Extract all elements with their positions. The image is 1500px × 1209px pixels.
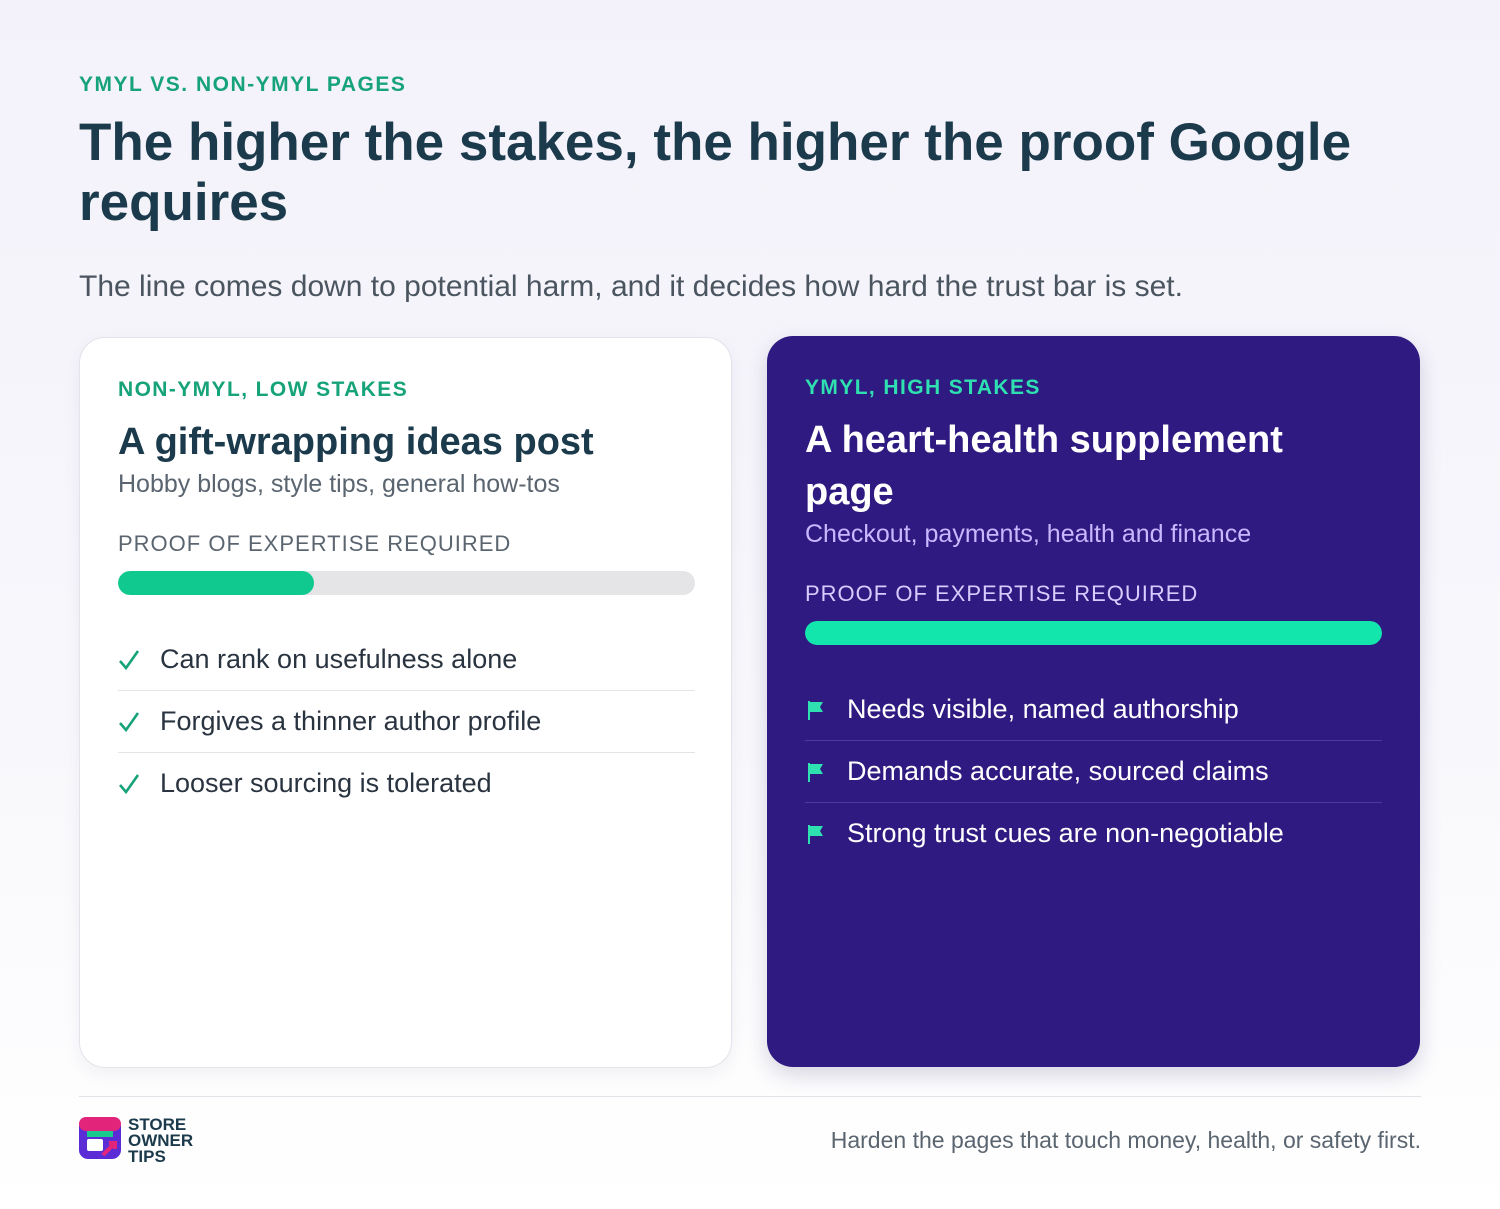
- item-text: Can rank on usefulness alone: [160, 644, 518, 674]
- page-title: The higher the stakes, the higher the pr…: [79, 113, 1352, 232]
- check-icon: [119, 773, 140, 794]
- item-text: Strong trust cues are non-negotiable: [847, 818, 1284, 848]
- flag-icon: [808, 700, 823, 720]
- logo-icon: [79, 1117, 121, 1159]
- meter: [805, 621, 1382, 645]
- item-text: Demands accurate, sourced claims: [847, 756, 1269, 786]
- card-title: A heart-health supplement page: [805, 419, 1283, 513]
- check-icon: [119, 649, 140, 670]
- brand-line: STORE: [128, 1115, 187, 1134]
- meter-fill: [805, 621, 1382, 645]
- item-list: Needs visible, named authorship Demands a…: [805, 679, 1382, 864]
- item-text: Needs visible, named authorship: [847, 694, 1239, 724]
- item-text: Looser sourcing is tolerated: [160, 768, 492, 798]
- meter-label: PROOF OF EXPERTISE REQUIRED: [118, 531, 512, 556]
- list-item: Strong trust cues are non-negotiable: [805, 803, 1382, 864]
- card-examples: Checkout, payments, health and finance: [805, 520, 1252, 548]
- list-item: Needs visible, named authorship: [805, 679, 1382, 741]
- subtitle: The line comes down to potential harm, a…: [79, 270, 1183, 303]
- list-item: Demands accurate, sourced claims: [805, 741, 1382, 803]
- meter: [118, 571, 695, 595]
- list-item: Can rank on usefulness alone: [118, 629, 695, 691]
- meter-label: PROOF OF EXPERTISE REQUIRED: [805, 581, 1199, 606]
- divider: [79, 1096, 1421, 1097]
- flag-icon: [808, 762, 823, 782]
- meter-fill: [118, 571, 315, 595]
- eyebrow: YMYL VS. NON-YMYL PAGES: [79, 73, 407, 96]
- brand-line: TIPS: [128, 1147, 166, 1166]
- item-list: Can rank on usefulness alone Forgives a t…: [118, 629, 695, 814]
- card-examples: Hobby blogs, style tips, general how-tos: [118, 470, 560, 498]
- card: NON-YMYL, LOW STAKES A gift-wrapping ide…: [79, 337, 732, 1068]
- tagline: Harden the pages that touch money, healt…: [830, 1127, 1421, 1153]
- card-tag: YMYL, HIGH STAKES: [805, 376, 1041, 399]
- brand-line: OWNER: [128, 1131, 194, 1150]
- flag-icon: [808, 824, 823, 844]
- check-icon: [119, 711, 140, 732]
- card: YMYL, HIGH STAKES A heart-health supplem…: [767, 336, 1420, 1067]
- card-title: A gift-wrapping ideas post: [118, 421, 594, 463]
- card-tag: NON-YMYL, LOW STAKES: [118, 378, 409, 401]
- brand: STORE OWNER TIPS: [128, 1115, 194, 1166]
- item-text: Forgives a thinner author profile: [160, 706, 542, 736]
- list-item: Looser sourcing is tolerated: [118, 753, 695, 814]
- list-item: Forgives a thinner author profile: [118, 691, 695, 753]
